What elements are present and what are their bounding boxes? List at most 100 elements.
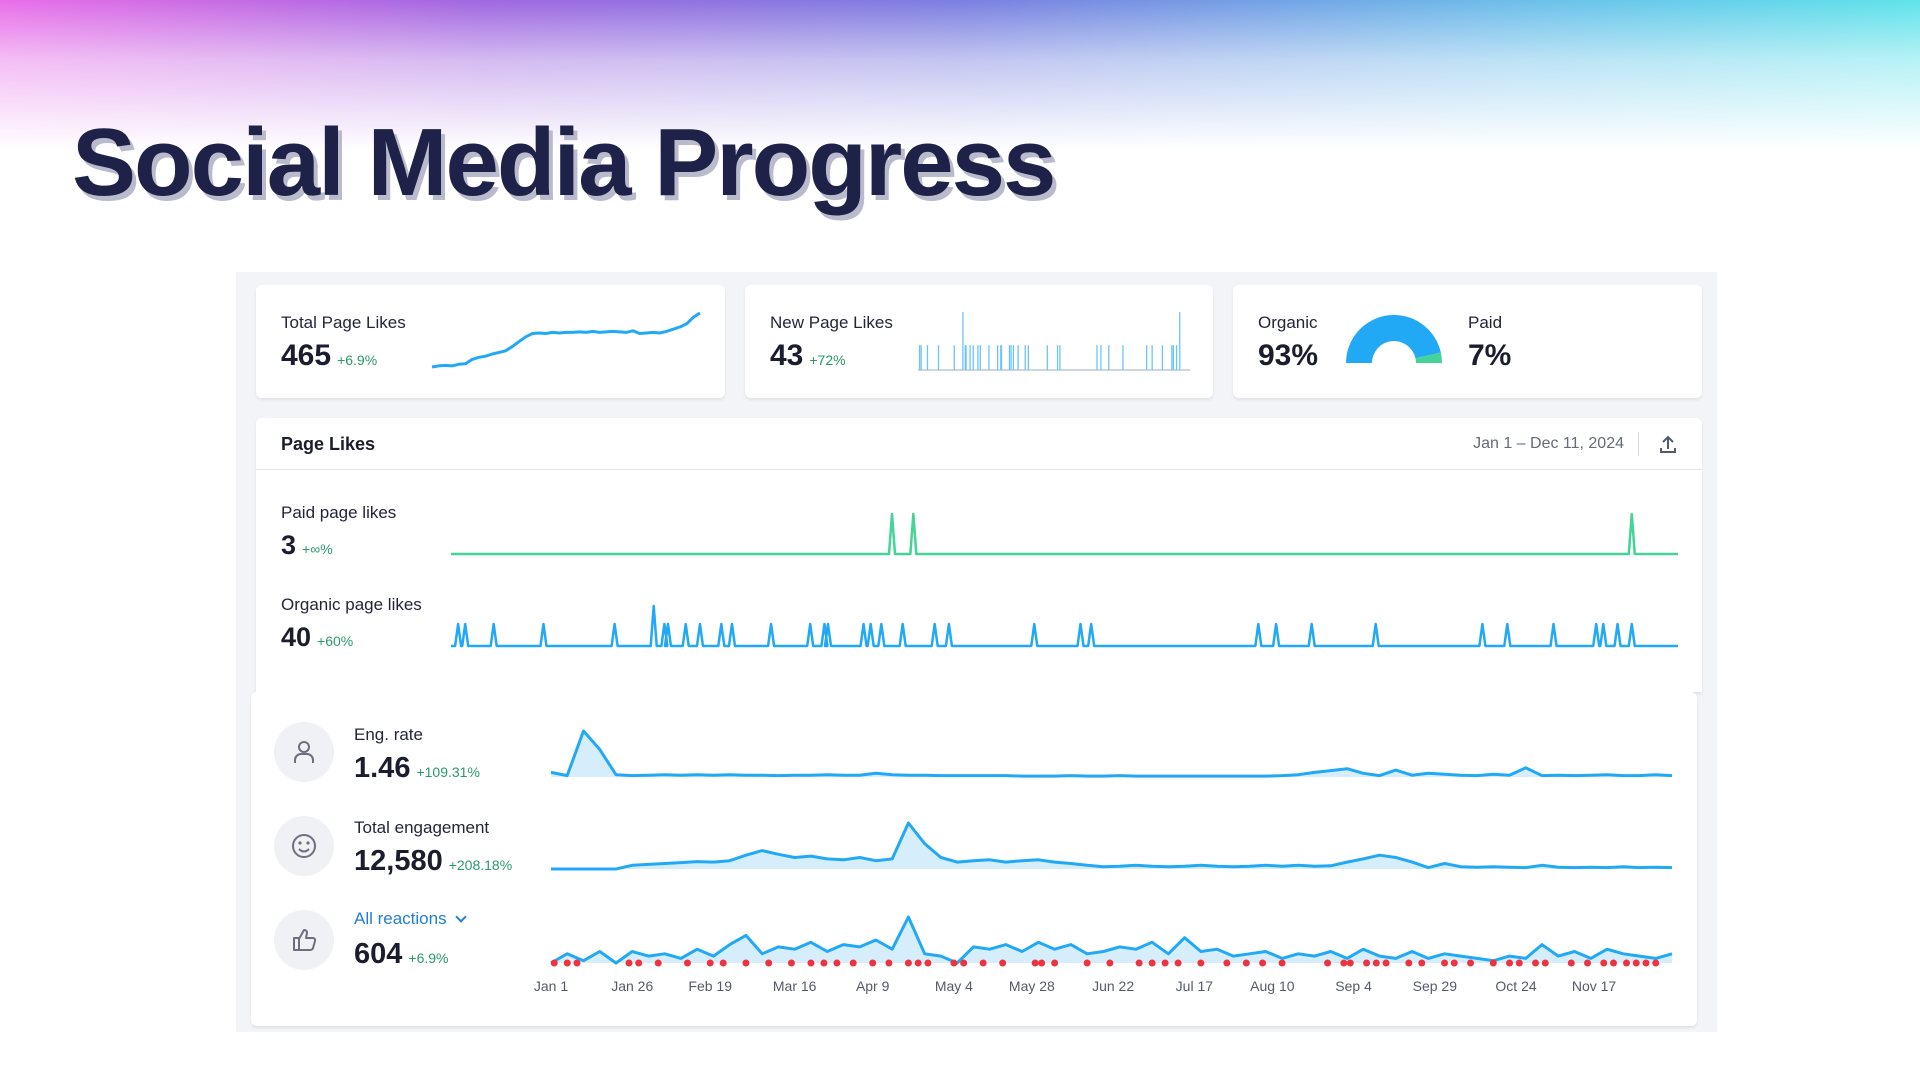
- x-axis-tick-label: Oct 24: [1495, 978, 1537, 994]
- organic-likes-chart: [451, 604, 1678, 648]
- zero-day-marker: [1106, 959, 1114, 967]
- dropdown-label: All reactions: [354, 909, 447, 928]
- zero-day-marker: [1382, 959, 1390, 967]
- user-icon: [274, 722, 334, 782]
- delta: +∞%: [302, 541, 333, 557]
- organic-label: Organic: [1258, 313, 1318, 332]
- x-axis-tick-label: May 28: [1008, 978, 1055, 994]
- value: 1.46: [354, 752, 411, 784]
- section-title: Page Likes: [281, 434, 376, 454]
- x-axis-tick-label: Jul 17: [1175, 978, 1214, 994]
- zero-day-marker: [573, 959, 581, 967]
- x-axis-tick-label: Jan 1: [533, 978, 569, 994]
- value: 604: [354, 938, 403, 970]
- zero-day-marker: [1148, 959, 1156, 967]
- organic-likes-value: 40 +60%: [281, 622, 353, 653]
- x-axis-tick-label: Apr 9: [855, 978, 890, 994]
- zero-day-marker: [1610, 959, 1618, 967]
- zero-day-marker: [706, 959, 714, 967]
- zero-day-marker: [1038, 959, 1046, 967]
- delta: +6.9%: [337, 352, 378, 368]
- total-page-likes-sparkline: [431, 311, 701, 369]
- zero-day-marker: [849, 959, 857, 967]
- zero-day-marker: [719, 959, 727, 967]
- zero-day-marker: [1450, 959, 1458, 967]
- new-page-likes-card: New Page Likes 43 +72%: [745, 285, 1213, 398]
- zero-day-marker: [1161, 959, 1169, 967]
- card-value: 43 +72%: [770, 339, 846, 373]
- total-engagement-chart: [551, 821, 1673, 871]
- zero-day-marker: [1623, 959, 1631, 967]
- x-axis-tick-label: Sep 4: [1335, 978, 1372, 994]
- zero-day-marker: [1372, 959, 1380, 967]
- zero-day-marker: [1135, 959, 1143, 967]
- total-engagement-value: 12,580 +208.18%: [354, 845, 512, 878]
- reactions-area: [551, 917, 1672, 963]
- total-page-likes-card: Total Page Likes 465 +6.9%: [256, 285, 725, 398]
- zero-day-marker: [683, 959, 691, 967]
- zero-day-marker: [1506, 959, 1514, 967]
- delta: +208.18%: [448, 857, 513, 873]
- zero-day-marker: [1467, 959, 1475, 967]
- zero-day-marker: [1242, 959, 1250, 967]
- gauge-paid-segment: [1415, 352, 1442, 363]
- zero-day-marker: [999, 959, 1007, 967]
- paid-label: Paid: [1468, 313, 1503, 332]
- x-axis-tick-label: Jun 22: [1092, 978, 1135, 994]
- zero-day-marker: [960, 959, 968, 967]
- zero-day-marker: [904, 959, 912, 967]
- zero-day-marker: [1632, 959, 1640, 967]
- engagement-card: Eng. rate 1.46 +109.31% Total engagement …: [251, 692, 1697, 1026]
- gradient-fade: [0, 0, 1920, 150]
- x-axis-tick-label: Nov 17: [1571, 978, 1617, 994]
- organic-likes-line: [451, 604, 1678, 648]
- thumbs-up-icon: [274, 910, 334, 970]
- card-label: New Page Likes: [770, 313, 893, 332]
- page-title: Social Media Progress: [72, 109, 1056, 216]
- zero-day-marker: [563, 959, 571, 967]
- zero-day-marker: [1541, 959, 1549, 967]
- x-axis-tick-label: Mar 16: [772, 978, 817, 994]
- divider: [1638, 432, 1639, 456]
- reactions-dropdown[interactable]: All reactions: [354, 909, 468, 929]
- zero-day-marker: [950, 959, 958, 967]
- zero-day-marker: [765, 959, 773, 967]
- zero-day-marker: [1418, 959, 1426, 967]
- new-page-likes-bars: [918, 312, 1190, 371]
- zero-day-marker: [1340, 959, 1348, 967]
- paid-likes-value: 3 +∞%: [281, 530, 333, 561]
- zero-day-marker: [869, 959, 877, 967]
- paid-likes-chart: [451, 512, 1678, 556]
- zero-day-marker: [1642, 959, 1650, 967]
- x-axis-tick-label: Aug 10: [1250, 978, 1295, 994]
- value: 43: [770, 339, 804, 372]
- gauge-organic-segment: [1346, 315, 1441, 363]
- upload-icon[interactable]: [1656, 432, 1680, 456]
- zero-day-marker: [1532, 959, 1540, 967]
- zero-day-marker: [1083, 959, 1091, 967]
- value: 40: [281, 622, 312, 652]
- paid-likes-line: [451, 512, 1678, 556]
- zero-day-marker: [1489, 959, 1497, 967]
- chevron-down-icon: [455, 911, 468, 923]
- zero-day-marker: [1515, 959, 1523, 967]
- delta: +6.9%: [408, 950, 449, 966]
- zero-day-marker: [787, 959, 795, 967]
- zero-day-marker: [914, 959, 922, 967]
- date-range-picker[interactable]: Jan 1 – Dec 11, 2024: [1473, 435, 1624, 452]
- eng-rate-chart: [550, 729, 1673, 778]
- eng-rate-label: Eng. rate: [354, 725, 423, 744]
- value: 12,580: [354, 845, 443, 877]
- organic-value: 93%: [1258, 339, 1319, 372]
- value: 3: [281, 530, 297, 560]
- zero-day-marker: [1567, 959, 1575, 967]
- zero-day-marker: [635, 959, 643, 967]
- zero-day-marker: [1441, 959, 1449, 967]
- zero-day-marker: [885, 959, 893, 967]
- total-likes-line: [431, 311, 701, 369]
- zero-day-marker: [1051, 959, 1059, 967]
- zero-day-marker: [1405, 959, 1413, 967]
- delta: +109.31%: [416, 764, 480, 780]
- zero-day-marker: [979, 959, 987, 967]
- zero-day-marker: [1259, 959, 1267, 967]
